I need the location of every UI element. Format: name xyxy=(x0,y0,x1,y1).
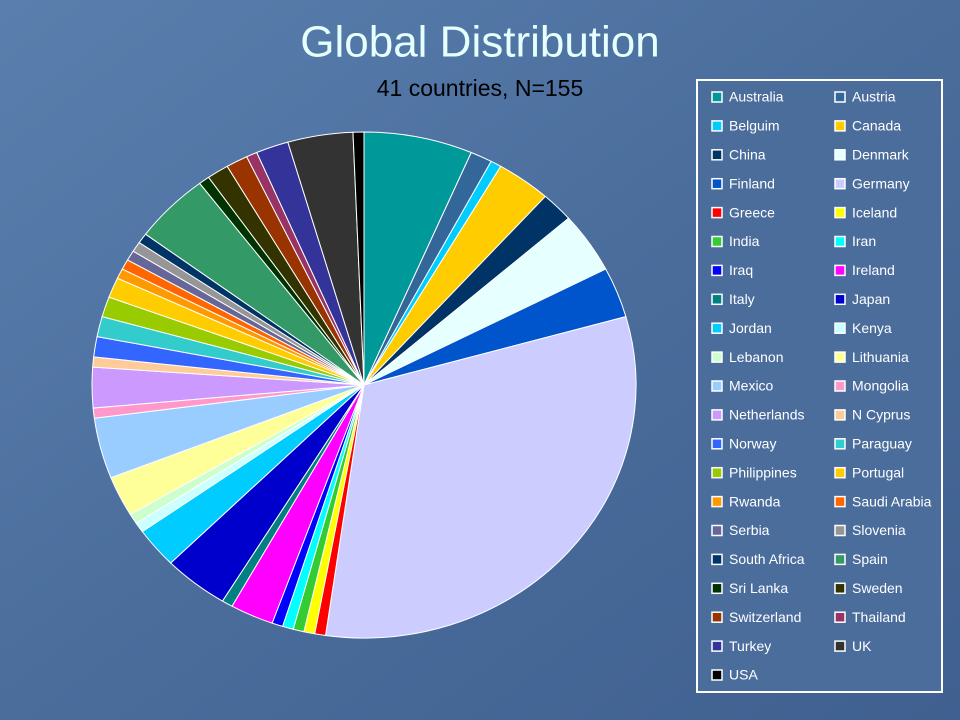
legend-swatch xyxy=(834,582,846,595)
legend-swatch xyxy=(834,91,846,103)
legend-label: Mexico xyxy=(729,378,774,394)
legend-swatch xyxy=(711,264,723,277)
legend-label: Serbia xyxy=(729,522,770,538)
legend-swatch xyxy=(711,351,723,363)
legend-label: Turkey xyxy=(729,638,771,654)
pie-slice xyxy=(324,316,637,639)
legend-label: Kenya xyxy=(852,320,892,336)
legend-label: Slovenia xyxy=(852,522,906,538)
legend-label: Iceland xyxy=(852,204,897,220)
legend-label: Mongolia xyxy=(852,378,909,394)
legend-swatch xyxy=(711,206,723,219)
pie xyxy=(91,131,637,639)
legend-swatch xyxy=(711,120,723,132)
legend-swatch xyxy=(711,640,723,652)
legend-swatch xyxy=(834,149,846,161)
legend-swatch xyxy=(711,293,723,306)
legend-swatch xyxy=(834,640,846,652)
legend-swatch xyxy=(834,524,846,537)
legend-label: Greece xyxy=(729,204,775,220)
legend-swatch xyxy=(834,553,846,566)
legend-swatch xyxy=(834,438,846,450)
legend-swatch xyxy=(834,495,846,508)
pie-slice xyxy=(352,131,365,386)
legend-swatch xyxy=(711,177,723,190)
legend-label: South Africa xyxy=(729,551,805,567)
legend-label: USA xyxy=(729,667,758,683)
legend-label: Sri Lanka xyxy=(729,580,788,596)
legend-swatch xyxy=(834,380,846,392)
legend-swatch xyxy=(834,351,846,363)
legend-label: Netherlands xyxy=(729,407,805,423)
legend-label: Iran xyxy=(852,233,876,249)
legend-swatch xyxy=(834,206,846,219)
legend-swatch xyxy=(711,91,723,103)
legend-label: Austria xyxy=(852,89,896,105)
legend-swatch xyxy=(711,409,723,421)
legend-label: Denmark xyxy=(852,147,910,163)
legend-label: Rwanda xyxy=(729,493,781,509)
legend-label: Jordan xyxy=(729,320,772,336)
legend-label: Portugal xyxy=(852,464,904,480)
legend-swatch xyxy=(834,611,846,623)
legend-swatch xyxy=(834,322,846,334)
legend-swatch xyxy=(711,322,723,334)
legend-label: N Cyprus xyxy=(852,407,910,423)
legend-swatch xyxy=(711,235,723,248)
legend-swatch xyxy=(834,409,846,421)
legend-label: China xyxy=(729,147,766,163)
legend-label: Lithuania xyxy=(852,349,909,365)
legend-label: Australia xyxy=(729,89,784,105)
legend-label: India xyxy=(729,233,760,249)
legend-swatch xyxy=(711,438,723,450)
legend-label: Finland xyxy=(729,175,775,191)
legend-swatch xyxy=(834,177,846,190)
legend-swatch xyxy=(834,293,846,306)
legend-swatch xyxy=(834,466,846,479)
legend-swatch xyxy=(711,149,723,161)
legend: Australia Austria Belguim Canada China Denmar… xyxy=(711,89,932,683)
legend-swatch xyxy=(711,495,723,508)
legend-swatch xyxy=(834,235,846,248)
chart-title: Global Distribution xyxy=(300,18,660,67)
legend-label: Canada xyxy=(852,118,901,134)
chart-subtitle: 41 countries, N=155 xyxy=(377,75,584,101)
legend-swatch xyxy=(711,611,723,623)
legend-label: Philippines xyxy=(729,464,797,480)
legend-label: Norway xyxy=(729,436,776,452)
legend-swatch xyxy=(834,264,846,277)
legend-box xyxy=(696,79,943,693)
legend-label: Spain xyxy=(852,551,888,567)
legend-swatch xyxy=(711,524,723,537)
legend-swatch xyxy=(711,669,723,681)
legend-label: Japan xyxy=(852,291,890,307)
legend-label: Saudi Arabia xyxy=(852,493,932,509)
legend-label: Belguim xyxy=(729,118,780,134)
legend-label: Thailand xyxy=(852,609,906,625)
legend-swatch xyxy=(711,553,723,566)
legend-label: Iraq xyxy=(729,262,753,278)
legend-label: Ireland xyxy=(852,262,895,278)
pie-slice xyxy=(363,131,472,386)
legend-swatch xyxy=(834,120,846,132)
legend-swatch xyxy=(711,380,723,392)
legend-label: Paraguay xyxy=(852,436,912,452)
legend-swatch xyxy=(711,582,723,595)
legend-swatch xyxy=(711,466,723,479)
legend-label: UK xyxy=(852,638,872,654)
legend-label: Lebanon xyxy=(729,349,784,365)
legend-label: Germany xyxy=(852,175,910,191)
legend-label: Switzerland xyxy=(729,609,801,625)
legend-label: Sweden xyxy=(852,580,903,596)
legend-label: Italy xyxy=(729,291,755,307)
